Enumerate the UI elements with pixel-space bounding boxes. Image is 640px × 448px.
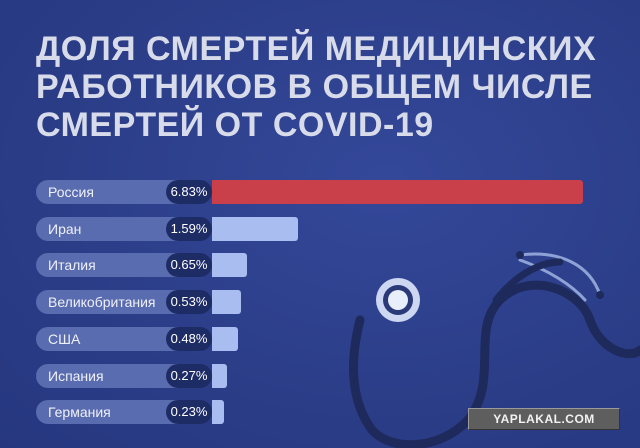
value-label: 6.83% — [166, 180, 212, 204]
bar-row: Россия 6.83% — [36, 180, 596, 204]
value-label: 0.27% — [166, 363, 212, 388]
title-line-2: РАБОТНИКОВ В ОБЩЕМ ЧИСЛЕ — [36, 68, 593, 106]
bar — [212, 400, 225, 425]
bar-row: Испания 0.27% — [36, 363, 596, 388]
bar — [212, 216, 299, 241]
bar — [212, 253, 248, 278]
bar-row: США 0.48% — [36, 326, 596, 351]
value-label: 0.48% — [166, 326, 212, 351]
bar — [212, 180, 583, 204]
value-label: 0.53% — [166, 290, 212, 315]
bar-row: Великобритания 0.53% — [36, 290, 596, 315]
bar-row: Италия 0.65% — [36, 253, 596, 278]
bar-row: Германия 0.23% — [36, 400, 596, 425]
value-label: 0.65% — [166, 253, 212, 278]
chart-title: ДОЛЯ СМЕРТЕЙ МЕДИЦИНСКИХ РАБОТНИКОВ В ОБ… — [36, 30, 616, 144]
bar — [212, 363, 227, 388]
title-line-3: СМЕРТЕЙ ОТ COVID-19 — [36, 106, 434, 144]
watermark: YAPLAKAL.COM — [468, 408, 620, 430]
title-line-1: ДОЛЯ СМЕРТЕЙ МЕДИЦИНСКИХ — [36, 30, 597, 68]
value-label: 1.59% — [166, 216, 212, 241]
value-label: 0.23% — [166, 400, 212, 425]
bar — [212, 290, 241, 315]
bar — [212, 326, 239, 351]
bar-row: Иран 1.59% — [36, 216, 596, 241]
